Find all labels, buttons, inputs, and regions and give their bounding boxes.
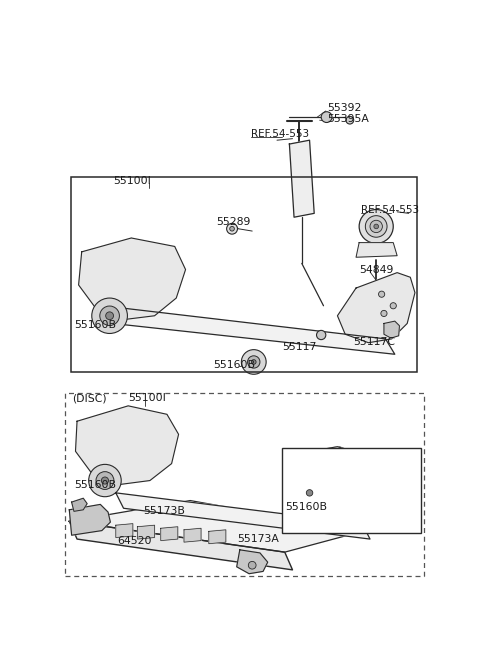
Text: 55395A: 55395A [327, 113, 369, 124]
Circle shape [321, 112, 332, 122]
Text: REF.54-553: REF.54-553 [360, 204, 419, 214]
Circle shape [391, 470, 396, 476]
Circle shape [92, 298, 127, 333]
Text: 55100I: 55100I [113, 176, 151, 186]
Bar [65, 393, 424, 576]
Circle shape [365, 215, 387, 237]
Circle shape [306, 490, 313, 496]
Circle shape [301, 485, 318, 501]
Circle shape [252, 360, 256, 364]
Polygon shape [161, 527, 178, 540]
Text: 55392: 55392 [327, 103, 362, 113]
Circle shape [241, 350, 266, 374]
Text: 55100I: 55100I [128, 393, 166, 403]
Text: (DISC): (DISC) [72, 393, 107, 403]
Bar [71, 177, 417, 372]
Circle shape [227, 223, 238, 234]
Polygon shape [72, 498, 87, 512]
Polygon shape [356, 242, 397, 257]
Circle shape [248, 356, 260, 368]
Polygon shape [116, 493, 370, 539]
Polygon shape [116, 523, 133, 538]
Polygon shape [69, 500, 362, 552]
Polygon shape [209, 530, 226, 544]
Circle shape [295, 478, 324, 508]
Circle shape [101, 477, 108, 484]
Polygon shape [184, 529, 201, 542]
Circle shape [390, 303, 396, 309]
Polygon shape [237, 550, 268, 574]
Polygon shape [103, 306, 395, 354]
Circle shape [89, 464, 121, 496]
Text: 55160B: 55160B [286, 502, 327, 512]
Polygon shape [337, 272, 415, 343]
Text: 55117: 55117 [282, 341, 317, 352]
Circle shape [383, 480, 388, 485]
Polygon shape [289, 140, 314, 217]
Circle shape [106, 312, 114, 320]
Circle shape [248, 561, 256, 569]
Text: 55173B: 55173B [143, 506, 185, 516]
Polygon shape [137, 525, 155, 539]
Polygon shape [69, 504, 110, 535]
Polygon shape [75, 406, 179, 485]
Polygon shape [79, 238, 186, 320]
Circle shape [379, 461, 384, 466]
Text: REF.54-553: REF.54-553 [252, 129, 310, 139]
Circle shape [370, 220, 383, 233]
Text: 54849: 54849 [359, 265, 394, 274]
Circle shape [316, 330, 326, 340]
Bar [282, 448, 421, 533]
Circle shape [381, 310, 387, 316]
Circle shape [379, 291, 385, 297]
Circle shape [100, 306, 120, 326]
Text: 55173A: 55173A [237, 534, 278, 544]
Circle shape [346, 117, 354, 124]
Polygon shape [384, 321, 399, 338]
Text: 55160B: 55160B [74, 320, 116, 330]
Polygon shape [294, 447, 417, 515]
Text: 55289: 55289 [216, 217, 251, 227]
Polygon shape [69, 521, 292, 570]
Text: 55117C: 55117C [353, 337, 395, 347]
Circle shape [374, 224, 379, 229]
Circle shape [359, 210, 393, 244]
Circle shape [96, 472, 114, 489]
Polygon shape [291, 447, 413, 512]
Text: 55160B: 55160B [214, 360, 255, 370]
Circle shape [230, 227, 234, 231]
Text: 55160B: 55160B [74, 480, 116, 490]
Text: 64520: 64520 [117, 536, 152, 546]
